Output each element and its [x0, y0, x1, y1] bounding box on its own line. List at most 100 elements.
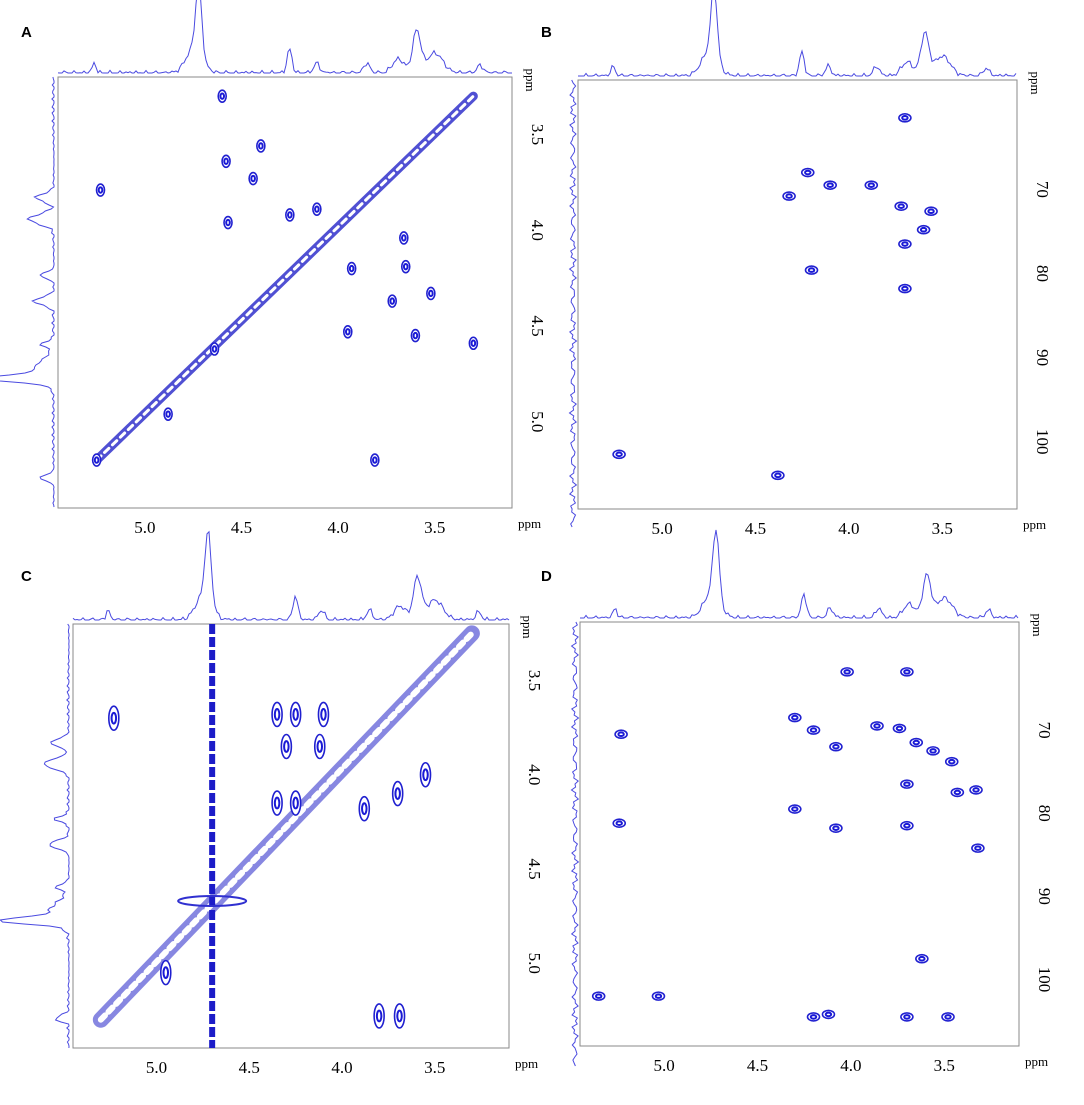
cross-peak [941, 1012, 955, 1022]
cross-peak-core [972, 787, 980, 793]
cross-peak-core [402, 262, 409, 271]
cross-peak [289, 701, 302, 728]
cross-peak-core [901, 115, 909, 121]
chart-panel-c: 5.0 4.5 4.0 3.5 ppm 3.5 4.0 4.5 5.0 ppm [0, 530, 544, 1077]
y-tick-label: 80 [1035, 805, 1054, 822]
cross-peak-core [401, 234, 407, 242]
x-tick-label: 5.0 [653, 1056, 674, 1075]
cross-peak-core [953, 789, 962, 796]
cross-peak [217, 89, 228, 103]
cross-peak [804, 265, 819, 275]
panel-label-d: D [541, 568, 552, 585]
cross-peak-core [428, 289, 434, 298]
cross-peak [387, 294, 398, 308]
cross-peak [614, 729, 628, 740]
y-tick-label: 5.0 [525, 953, 544, 974]
top-projection-spectrum [580, 529, 1019, 619]
cross-peak-core [912, 739, 920, 746]
x-tick-label: 3.5 [932, 519, 953, 538]
cross-peak [108, 705, 120, 732]
cross-peak [806, 1012, 821, 1022]
cross-peak [221, 154, 231, 169]
cross-peak [900, 820, 914, 831]
cross-peak-core [375, 1009, 383, 1023]
plot-frame [72, 623, 510, 1049]
diagonal-ridge-core [95, 94, 475, 462]
cross-peak [163, 407, 173, 421]
y-tick-label: 100 [1033, 429, 1052, 455]
cross-peak [909, 737, 924, 748]
cross-peak-core [903, 781, 911, 787]
cross-peak [651, 991, 666, 1001]
plot-frame [577, 79, 1018, 510]
y-axis-unit: ppm [1030, 613, 1045, 636]
cross-peak [256, 139, 266, 153]
cross-peak [900, 779, 914, 789]
cross-peak-core [615, 820, 623, 826]
chart-panel-a: 5.0 4.5 4.0 3.5 ppm 3.5 4.0 4.5 5.0 ppm [0, 0, 547, 537]
panel-label-b: B [541, 24, 552, 41]
cross-peak-core [225, 218, 231, 227]
cross-peak [892, 723, 907, 734]
y-tick-label: 90 [1033, 349, 1052, 366]
cross-peak [612, 818, 627, 828]
cross-peak [870, 721, 884, 731]
left-projection-spectrum [0, 623, 70, 1049]
cross-peak-core [832, 825, 840, 831]
cross-peak-core [903, 1014, 911, 1020]
x-tick-label: 4.5 [239, 1058, 260, 1077]
cross-peak [806, 725, 821, 735]
cross-peak-core [165, 410, 171, 418]
cross-peak [840, 667, 854, 677]
cross-peak-core [316, 740, 324, 753]
x-axis-unit: ppm [518, 516, 541, 531]
x-tick-label: 4.0 [331, 1058, 352, 1077]
plot-frame [579, 621, 1020, 1047]
cross-peak-core [396, 1009, 403, 1023]
x-tick-label: 3.5 [934, 1056, 955, 1075]
cross-peak-core [804, 169, 812, 176]
y-tick-label: 3.5 [525, 670, 544, 691]
cross-peak-core [654, 993, 663, 999]
cross-peak [898, 113, 912, 123]
cross-peak [393, 1003, 406, 1029]
cross-peak-core [389, 297, 396, 305]
cross-peak [419, 761, 432, 788]
solvent-cross-peak [177, 895, 248, 908]
cross-peak [373, 1003, 385, 1029]
plot-frame [57, 76, 513, 509]
y-axis-unit: ppm [520, 615, 535, 638]
cross-peak-core [219, 92, 226, 100]
cross-peak-core [944, 1014, 952, 1020]
cross-peak [900, 667, 914, 677]
cross-peak-core [223, 157, 229, 165]
y-tick-label: 4.5 [525, 858, 544, 879]
cross-peak [924, 206, 938, 217]
cross-peak [391, 780, 404, 807]
cross-peak-core [809, 1014, 818, 1020]
cross-peak [788, 804, 802, 814]
left-projection-trace [568, 79, 578, 528]
cross-peak [771, 470, 785, 481]
cross-peak-core [785, 193, 793, 199]
cross-peak-core [320, 708, 327, 721]
cross-peak [823, 180, 837, 190]
cross-peak-core [422, 768, 429, 782]
left-projection-spectrum [0, 76, 55, 508]
cross-peak-core [927, 208, 935, 215]
cross-peak-core [93, 456, 100, 464]
cross-peak-core [929, 748, 937, 754]
cross-peak [971, 843, 985, 853]
cross-peak-core [372, 456, 378, 464]
cross-peak-core [901, 285, 909, 292]
x-tick-label: 4.0 [328, 518, 349, 537]
cross-peak [591, 991, 606, 1001]
chart-panel-d: 5.0 4.5 4.0 3.5 ppm 70 80 90 100 ppm [570, 529, 1054, 1075]
cross-peak-core [615, 451, 623, 458]
cross-peak [612, 449, 626, 460]
cross-peak-core [361, 802, 368, 816]
cross-peak-core [470, 339, 477, 347]
cross-peak-core [826, 182, 834, 188]
cross-peak-core [412, 331, 419, 340]
x-tick-label: 4.0 [838, 519, 859, 538]
